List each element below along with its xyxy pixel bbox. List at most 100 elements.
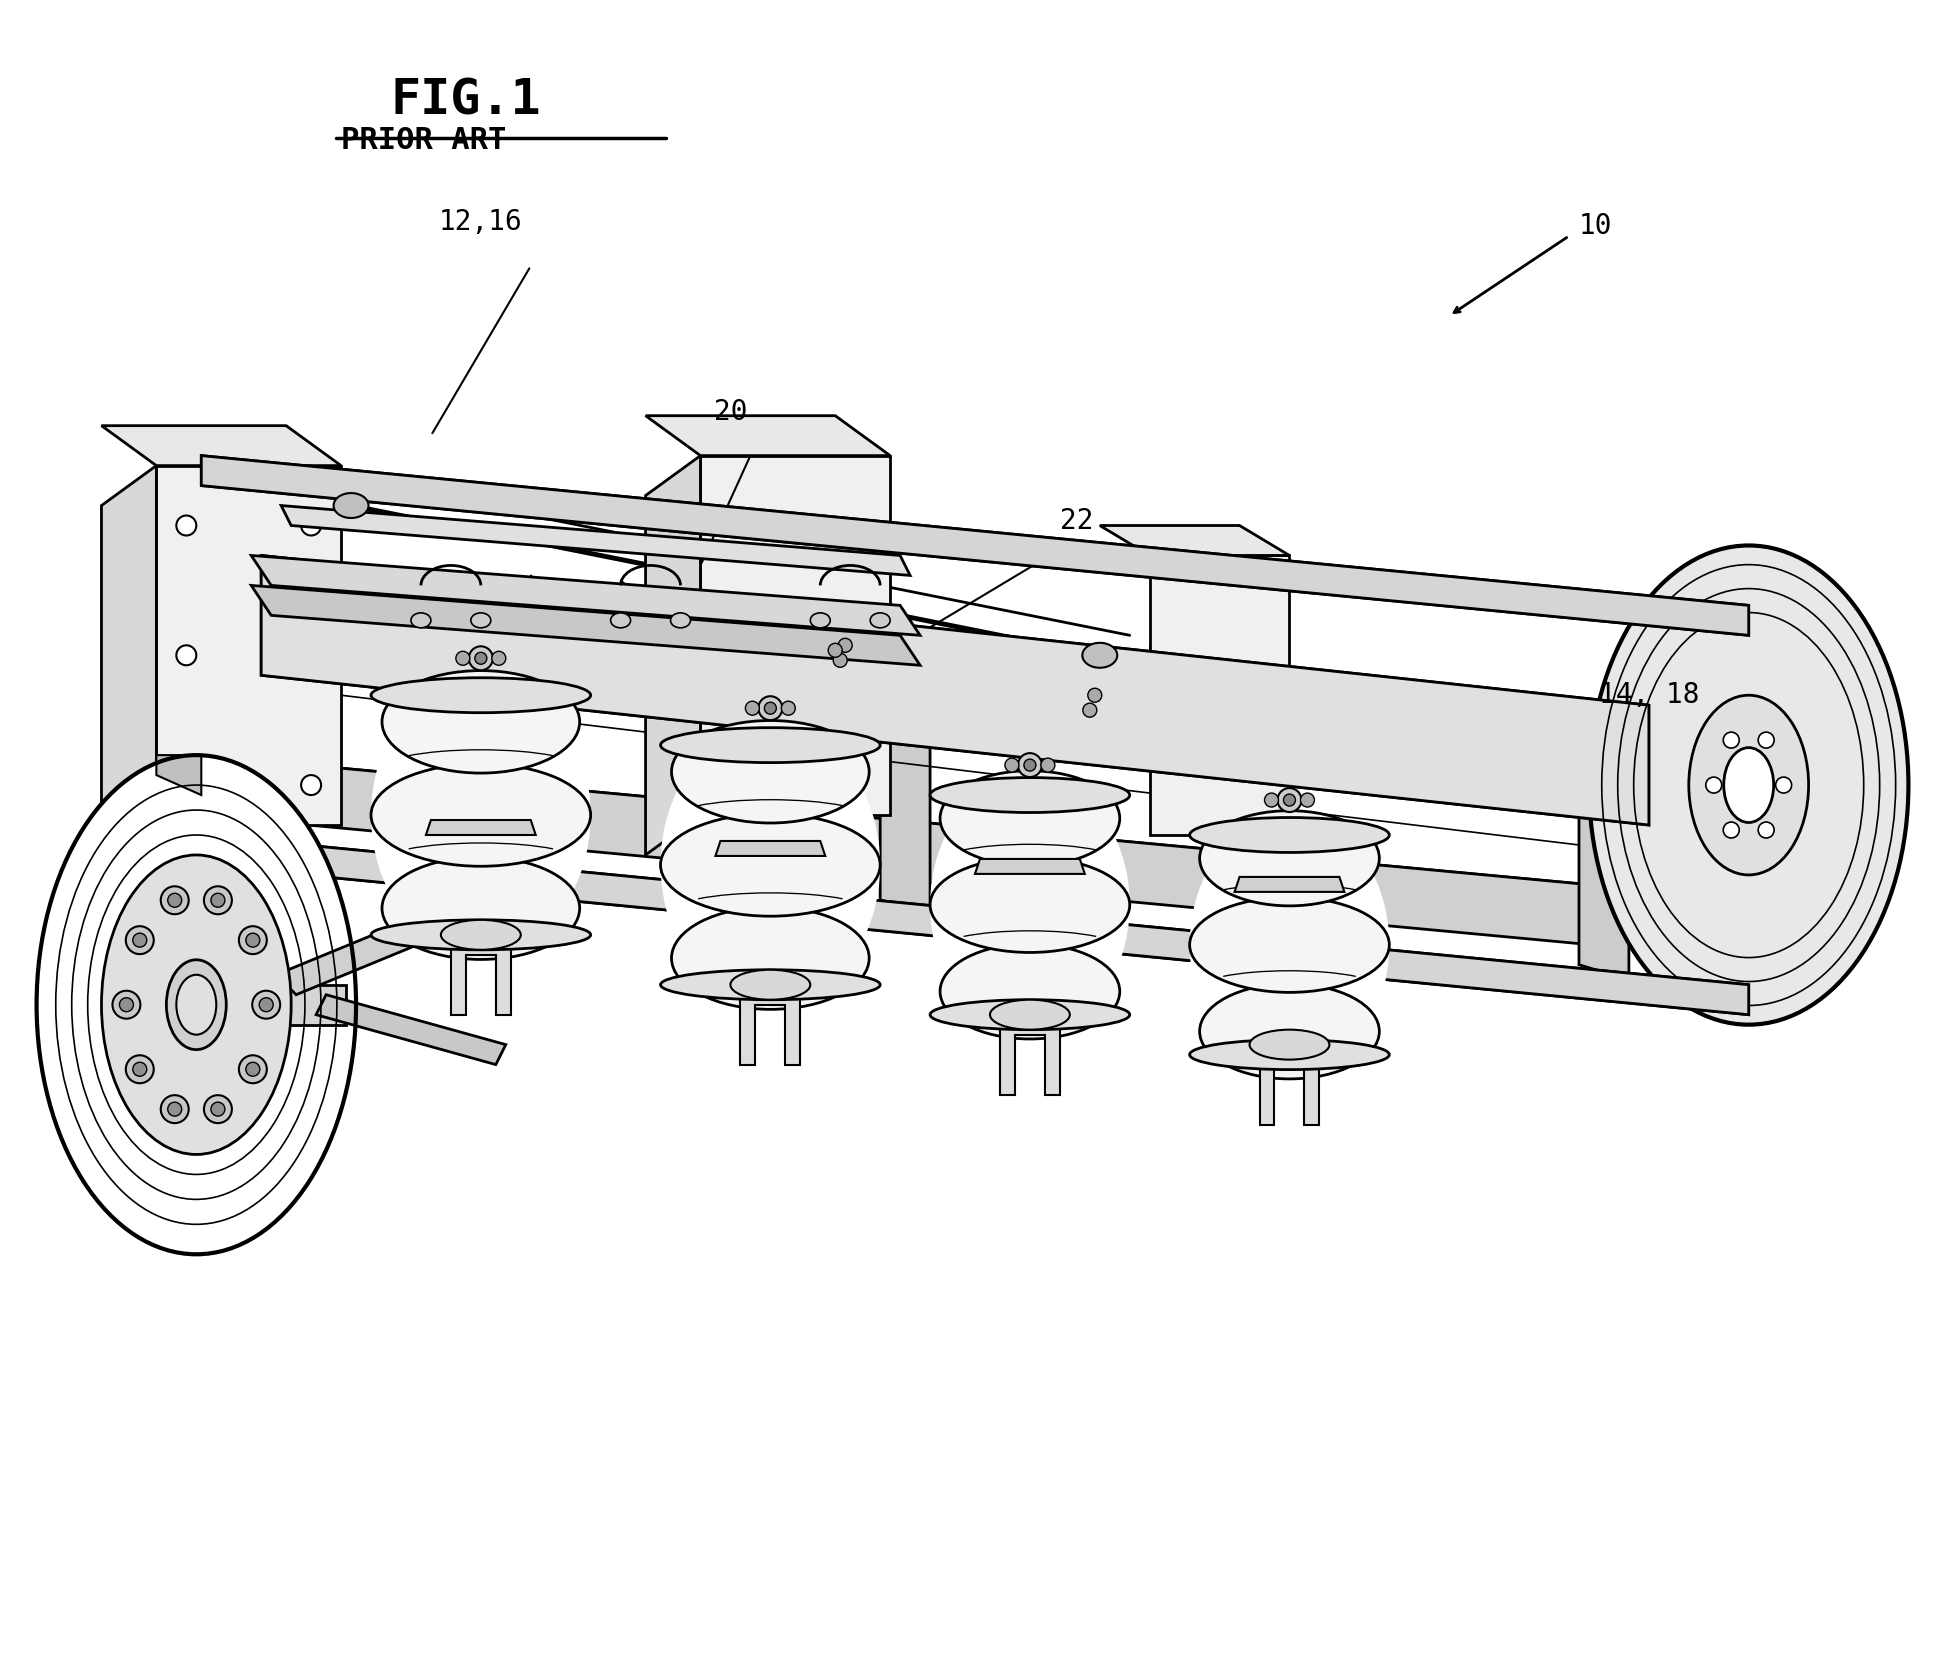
- Text: PRIOR ART: PRIOR ART: [341, 126, 507, 156]
- Circle shape: [1758, 823, 1773, 837]
- Polygon shape: [700, 794, 739, 836]
- Polygon shape: [201, 755, 1699, 935]
- Circle shape: [1018, 753, 1042, 778]
- Polygon shape: [976, 859, 1085, 874]
- Circle shape: [160, 887, 189, 914]
- Polygon shape: [451, 935, 511, 1015]
- Ellipse shape: [1190, 814, 1389, 1074]
- Circle shape: [1005, 758, 1018, 773]
- Ellipse shape: [931, 778, 1130, 813]
- Polygon shape: [156, 465, 341, 824]
- Polygon shape: [201, 606, 1699, 804]
- Circle shape: [133, 1063, 146, 1076]
- Polygon shape: [101, 425, 341, 465]
- Ellipse shape: [1200, 811, 1379, 905]
- Polygon shape: [700, 455, 890, 814]
- Circle shape: [1705, 778, 1721, 793]
- Ellipse shape: [334, 493, 369, 518]
- Ellipse shape: [1690, 695, 1809, 875]
- Ellipse shape: [470, 612, 492, 627]
- Ellipse shape: [382, 857, 579, 960]
- Circle shape: [1775, 778, 1791, 793]
- Text: 12,16: 12,16: [439, 209, 523, 237]
- Ellipse shape: [1725, 748, 1773, 823]
- Polygon shape: [1001, 1015, 1059, 1094]
- Polygon shape: [201, 836, 1748, 1015]
- Polygon shape: [201, 606, 252, 836]
- Ellipse shape: [1249, 1029, 1329, 1059]
- Ellipse shape: [931, 775, 1130, 1034]
- Polygon shape: [646, 415, 890, 455]
- Ellipse shape: [37, 755, 355, 1254]
- Ellipse shape: [1083, 642, 1118, 667]
- Ellipse shape: [810, 612, 831, 627]
- Ellipse shape: [176, 975, 217, 1034]
- Circle shape: [1278, 788, 1301, 813]
- Polygon shape: [156, 755, 201, 794]
- Circle shape: [176, 775, 197, 794]
- Ellipse shape: [931, 1000, 1130, 1029]
- Circle shape: [160, 1096, 189, 1124]
- Circle shape: [246, 933, 259, 947]
- Circle shape: [1723, 732, 1738, 748]
- Ellipse shape: [940, 771, 1120, 866]
- Circle shape: [829, 644, 843, 657]
- Polygon shape: [425, 819, 537, 836]
- Circle shape: [205, 887, 232, 914]
- Polygon shape: [281, 505, 909, 576]
- Polygon shape: [716, 841, 825, 856]
- Ellipse shape: [730, 970, 810, 1000]
- Polygon shape: [1260, 1044, 1319, 1124]
- Circle shape: [246, 1063, 259, 1076]
- Polygon shape: [201, 836, 1748, 1015]
- Circle shape: [492, 652, 505, 665]
- Polygon shape: [880, 695, 931, 915]
- Circle shape: [300, 515, 322, 536]
- Text: 22: 22: [1059, 508, 1093, 536]
- Polygon shape: [201, 606, 1699, 784]
- Circle shape: [125, 927, 154, 955]
- Polygon shape: [252, 586, 921, 665]
- Polygon shape: [201, 455, 1748, 636]
- Circle shape: [133, 933, 146, 947]
- Ellipse shape: [412, 612, 431, 627]
- Circle shape: [238, 1056, 267, 1084]
- Circle shape: [780, 702, 796, 715]
- Circle shape: [1264, 793, 1278, 808]
- Circle shape: [176, 645, 197, 665]
- Ellipse shape: [441, 920, 521, 950]
- Ellipse shape: [661, 725, 880, 1005]
- Circle shape: [300, 775, 322, 794]
- Polygon shape: [201, 455, 1748, 636]
- Circle shape: [1284, 794, 1295, 806]
- Ellipse shape: [371, 763, 591, 866]
- Polygon shape: [739, 985, 800, 1064]
- Ellipse shape: [101, 856, 291, 1155]
- Ellipse shape: [371, 675, 591, 955]
- Ellipse shape: [1588, 546, 1908, 1024]
- Circle shape: [300, 645, 322, 665]
- Text: 14, 18: 14, 18: [1600, 682, 1699, 710]
- Circle shape: [1042, 758, 1055, 773]
- Text: FIG.1: FIG.1: [390, 76, 542, 124]
- Circle shape: [759, 697, 782, 720]
- Polygon shape: [261, 556, 1649, 824]
- Circle shape: [125, 1056, 154, 1084]
- Polygon shape: [277, 905, 466, 995]
- Circle shape: [113, 991, 140, 1019]
- Text: 10: 10: [1578, 212, 1612, 240]
- Ellipse shape: [371, 920, 591, 950]
- Circle shape: [1083, 703, 1096, 717]
- Ellipse shape: [1190, 1039, 1389, 1069]
- Circle shape: [211, 894, 224, 907]
- Ellipse shape: [371, 679, 591, 713]
- Ellipse shape: [661, 728, 880, 763]
- Circle shape: [252, 991, 281, 1019]
- Circle shape: [1301, 793, 1315, 808]
- Circle shape: [176, 515, 197, 536]
- Circle shape: [1089, 688, 1102, 702]
- Ellipse shape: [611, 612, 630, 627]
- Polygon shape: [646, 455, 700, 856]
- Ellipse shape: [661, 970, 880, 1000]
- Polygon shape: [1149, 556, 1290, 836]
